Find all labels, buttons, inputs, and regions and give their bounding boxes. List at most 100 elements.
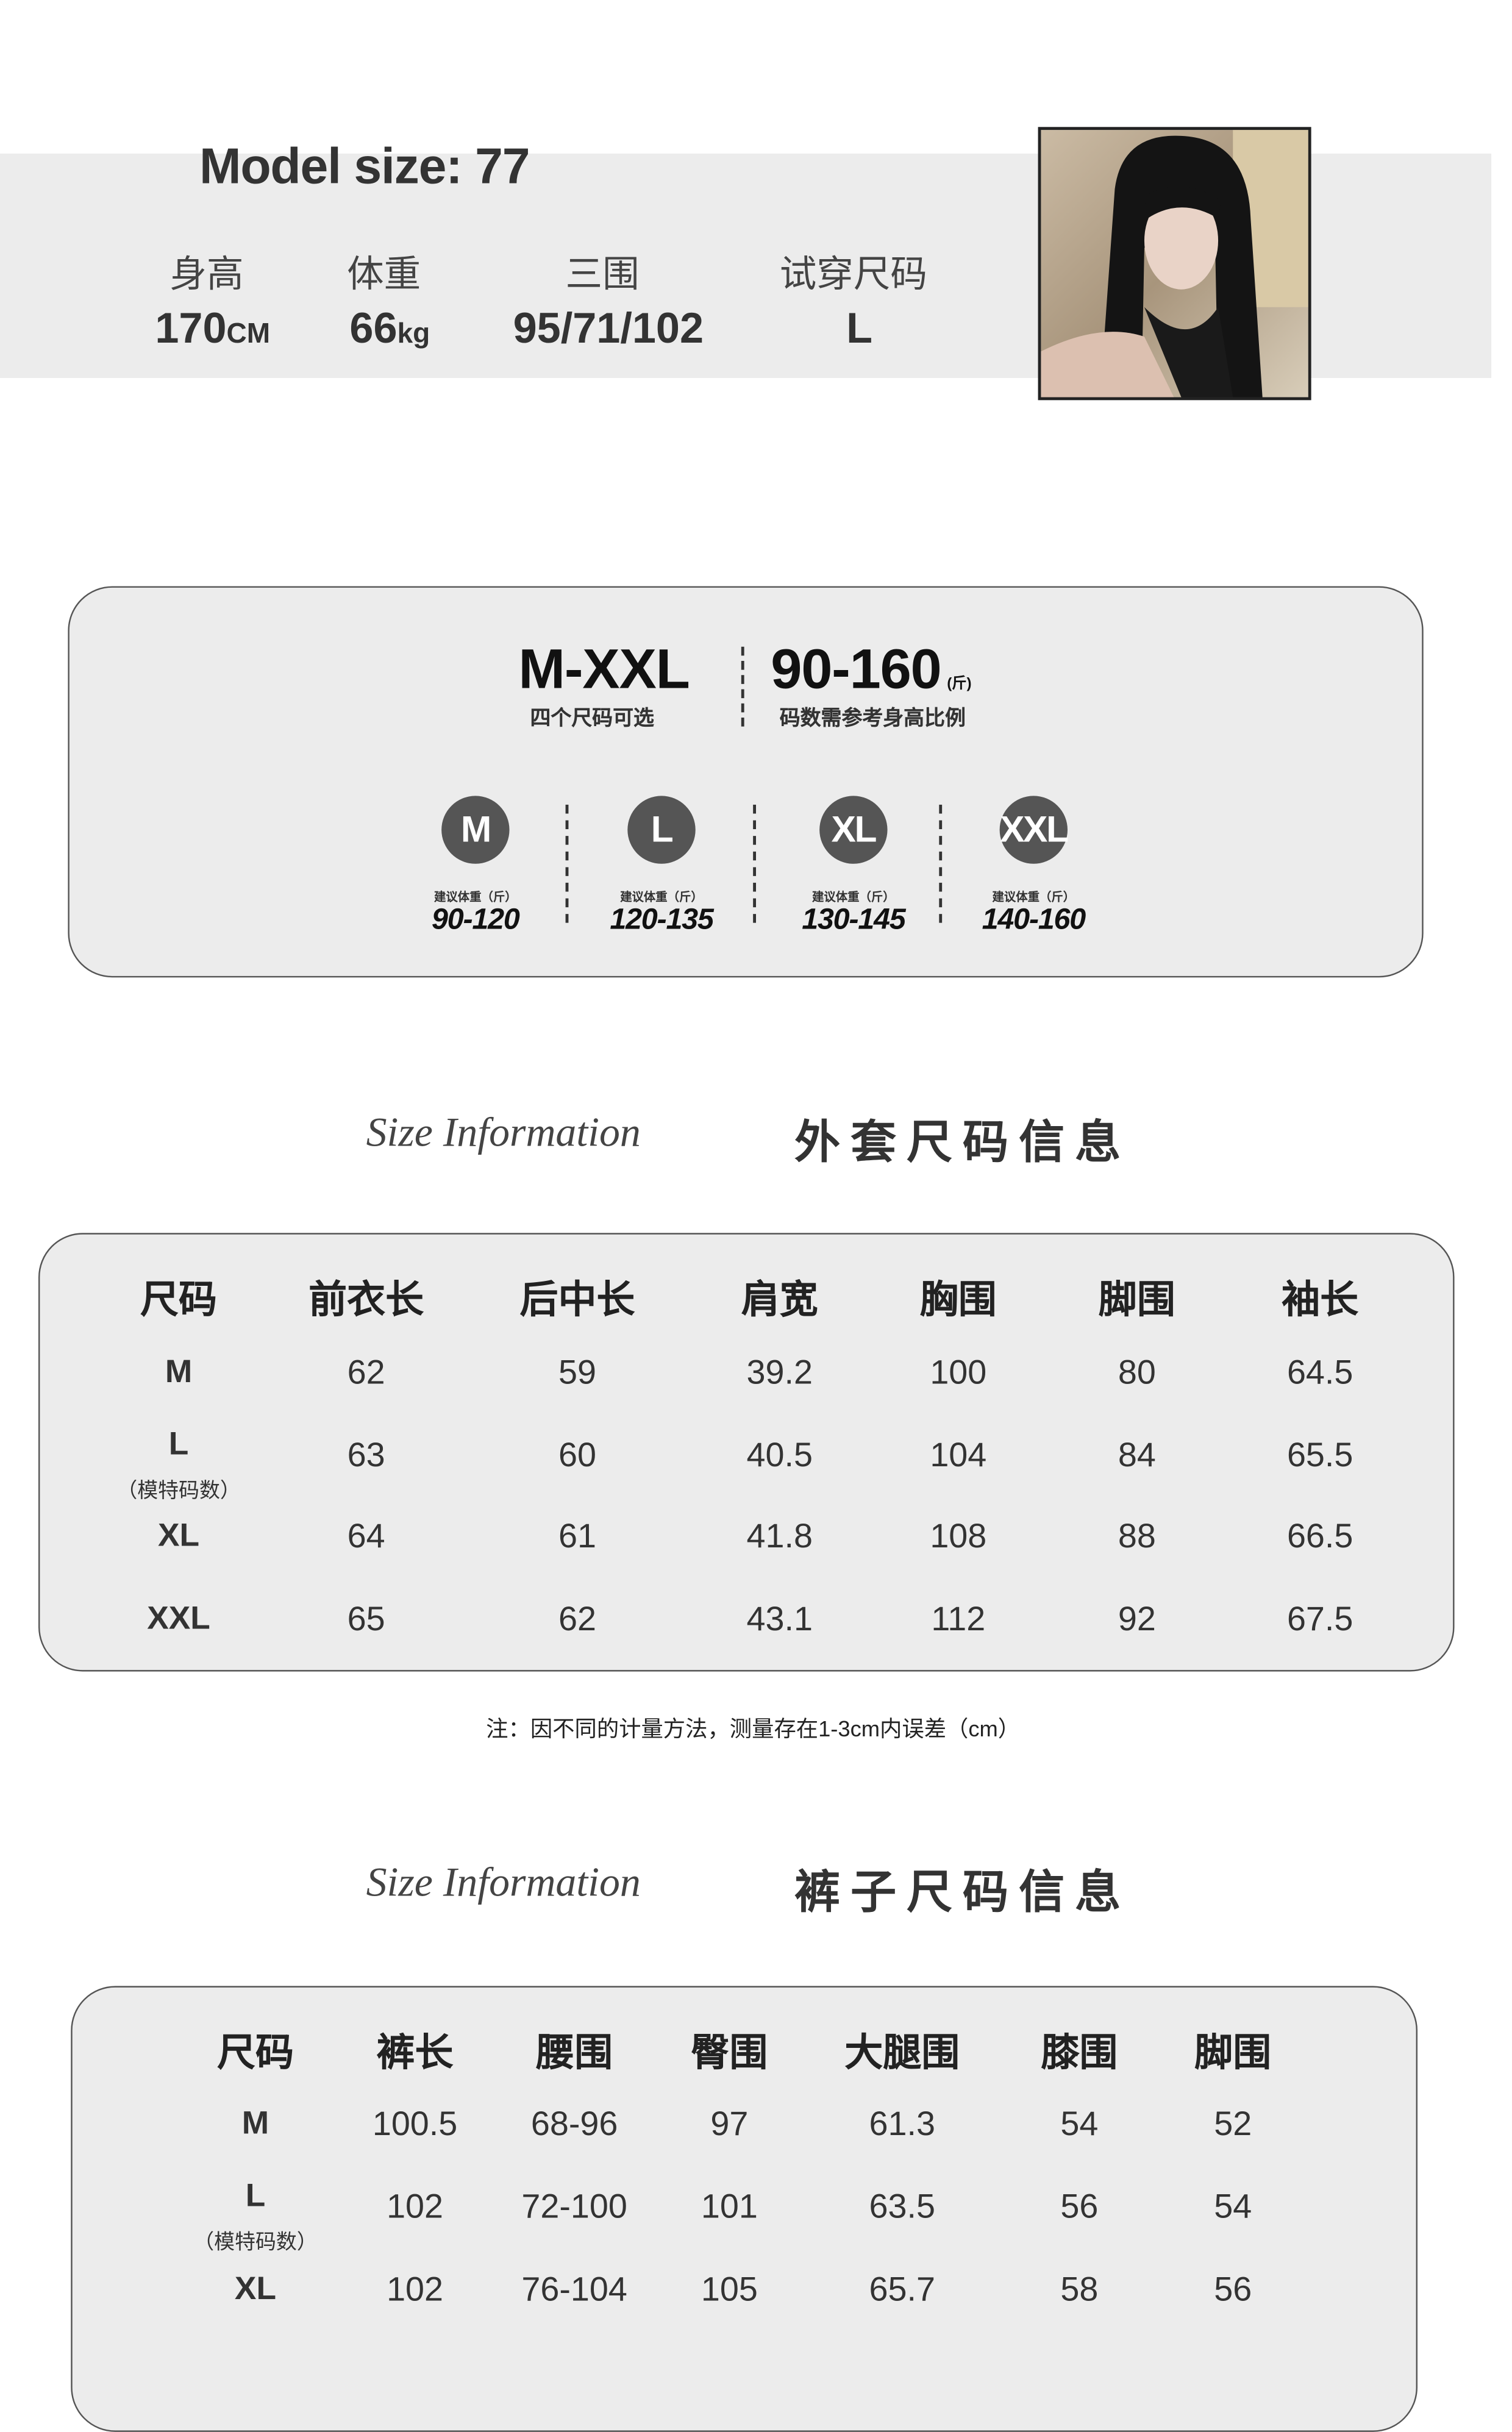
table-header: 臀围 <box>691 2030 768 2075</box>
table-header: 脚围 <box>1194 2030 1272 2075</box>
measurement-note: 注：因不同的计量方法，测量存在1-3cm内误差（cm） <box>486 1717 1021 1742</box>
table-cell: 100 <box>930 1352 987 1391</box>
divider <box>565 804 569 923</box>
table-cell: 41.8 <box>746 1516 813 1555</box>
row-size: L <box>245 2176 266 2214</box>
table-cell: 64.5 <box>1286 1352 1353 1391</box>
weight-label: 建议体重（斤） <box>620 890 703 904</box>
row-size: M <box>165 1352 193 1389</box>
size-badge-xxl: XXL <box>999 796 1069 864</box>
table-header: 裤长 <box>376 2030 454 2075</box>
table-cell: 67.5 <box>1286 1599 1353 1638</box>
table-cell: 102 <box>387 2269 444 2308</box>
model-value: 170CM <box>155 305 270 354</box>
table-header: 膝围 <box>1041 2030 1118 2075</box>
table-cell: 88 <box>1118 1516 1156 1555</box>
table-header: 大腿围 <box>844 2030 960 2075</box>
row-size: XXL <box>147 1599 210 1636</box>
table-header: 后中长 <box>519 1277 635 1322</box>
model-label: 三围 <box>565 254 640 296</box>
value-number: 95/71/102 <box>513 305 704 353</box>
value-number: L <box>846 305 872 353</box>
weight-label: 建议体重（斤） <box>992 890 1075 904</box>
weight-range: 90-160 <box>771 639 942 702</box>
table-cell: 62 <box>558 1599 596 1638</box>
table-cell: 40.5 <box>746 1435 813 1474</box>
table-cell: 66.5 <box>1286 1516 1353 1555</box>
table-header: 肩宽 <box>741 1277 818 1322</box>
table-cell: 112 <box>931 1599 986 1638</box>
weight-range-row: 90-160 (斤) <box>771 640 971 703</box>
table-cell: 92 <box>1118 1599 1156 1638</box>
table-cell: 65 <box>347 1599 385 1638</box>
divider <box>741 646 744 727</box>
size-chart-page: Model size: 77 身高 170CM 体重 66kg 三围 95/71/102 试… <box>0 127 1492 2432</box>
model-photo-image <box>1041 130 1308 398</box>
table-cell: 61 <box>558 1516 596 1555</box>
size-badge-xl: XL <box>819 796 888 864</box>
weight-range-sub: 码数需参考身高比例 <box>779 705 966 730</box>
table-header: 袖长 <box>1282 1277 1359 1322</box>
size-badge-l: L <box>627 796 696 864</box>
table-cell: 65.7 <box>869 2269 935 2308</box>
table-cell: 52 <box>1214 2104 1252 2143</box>
table-cell: 63.5 <box>869 2186 935 2225</box>
table-cell: 59 <box>558 1352 596 1391</box>
coat-size-table <box>38 1233 1455 1672</box>
table-cell: 58 <box>1060 2269 1099 2308</box>
table-cell: 68-96 <box>530 2104 618 2143</box>
model-size-title: Model size: 77 <box>199 138 530 195</box>
section-script-title: Size Information <box>366 1110 641 1157</box>
row-size: M <box>241 2104 269 2141</box>
table-header: 胸围 <box>919 1277 997 1322</box>
table-cell: 84 <box>1118 1435 1156 1474</box>
size-badge-m: M <box>441 796 510 864</box>
model-photo <box>1038 127 1311 401</box>
size-range: M-XXL <box>518 639 690 702</box>
table-cell: 108 <box>930 1516 987 1555</box>
table-cell: 56 <box>1214 2269 1252 2308</box>
model-size-note: （模特码数） <box>116 1478 241 1502</box>
weight-value: 120-135 <box>610 904 714 936</box>
table-cell: 61.3 <box>869 2104 935 2143</box>
table-header: 脚围 <box>1098 1277 1175 1322</box>
table-cell: 64 <box>347 1516 385 1555</box>
model-size-note: （模特码数） <box>193 2230 318 2253</box>
value-number: 170 <box>155 305 227 353</box>
divider <box>939 804 943 923</box>
table-cell: 65.5 <box>1286 1435 1353 1474</box>
table-cell: 54 <box>1060 2104 1099 2143</box>
table-header: 尺码 <box>140 1277 218 1322</box>
table-cell: 43.1 <box>746 1599 813 1638</box>
size-range-card <box>68 586 1424 978</box>
weight-value: 90-120 <box>432 904 520 936</box>
weight-value: 130-145 <box>802 904 906 936</box>
section-title-coat: 外套尺码信息 <box>794 1116 1132 1168</box>
table-header: 前衣长 <box>308 1277 424 1322</box>
table-cell: 102 <box>387 2186 444 2225</box>
value-number: 66 <box>349 305 398 353</box>
model-value: 95/71/102 <box>513 305 704 354</box>
model-label: 试穿尺码 <box>779 254 927 296</box>
table-cell: 105 <box>701 2269 758 2308</box>
model-label: 体重 <box>347 254 421 296</box>
table-cell: 72-100 <box>521 2186 627 2225</box>
value-unit: kg <box>397 319 430 350</box>
table-cell: 54 <box>1214 2186 1252 2225</box>
table-header: 尺码 <box>216 2030 294 2075</box>
weight-label: 建议体重（斤） <box>434 890 517 904</box>
weight-value: 140-160 <box>982 904 1086 936</box>
table-cell: 97 <box>710 2104 749 2143</box>
row-size: XL <box>157 1516 200 1553</box>
weight-unit: (斤) <box>947 676 972 693</box>
value-unit: CM <box>226 319 271 350</box>
table-cell: 60 <box>558 1435 596 1474</box>
row-size: XL <box>234 2269 277 2306</box>
table-cell: 80 <box>1118 1352 1156 1391</box>
table-cell: 101 <box>701 2186 758 2225</box>
table-cell: 76-104 <box>521 2269 627 2308</box>
table-cell: 63 <box>347 1435 385 1474</box>
size-range-sub: 四个尺码可选 <box>530 705 654 730</box>
row-size: L <box>168 1425 189 1462</box>
model-value: L <box>846 305 872 354</box>
